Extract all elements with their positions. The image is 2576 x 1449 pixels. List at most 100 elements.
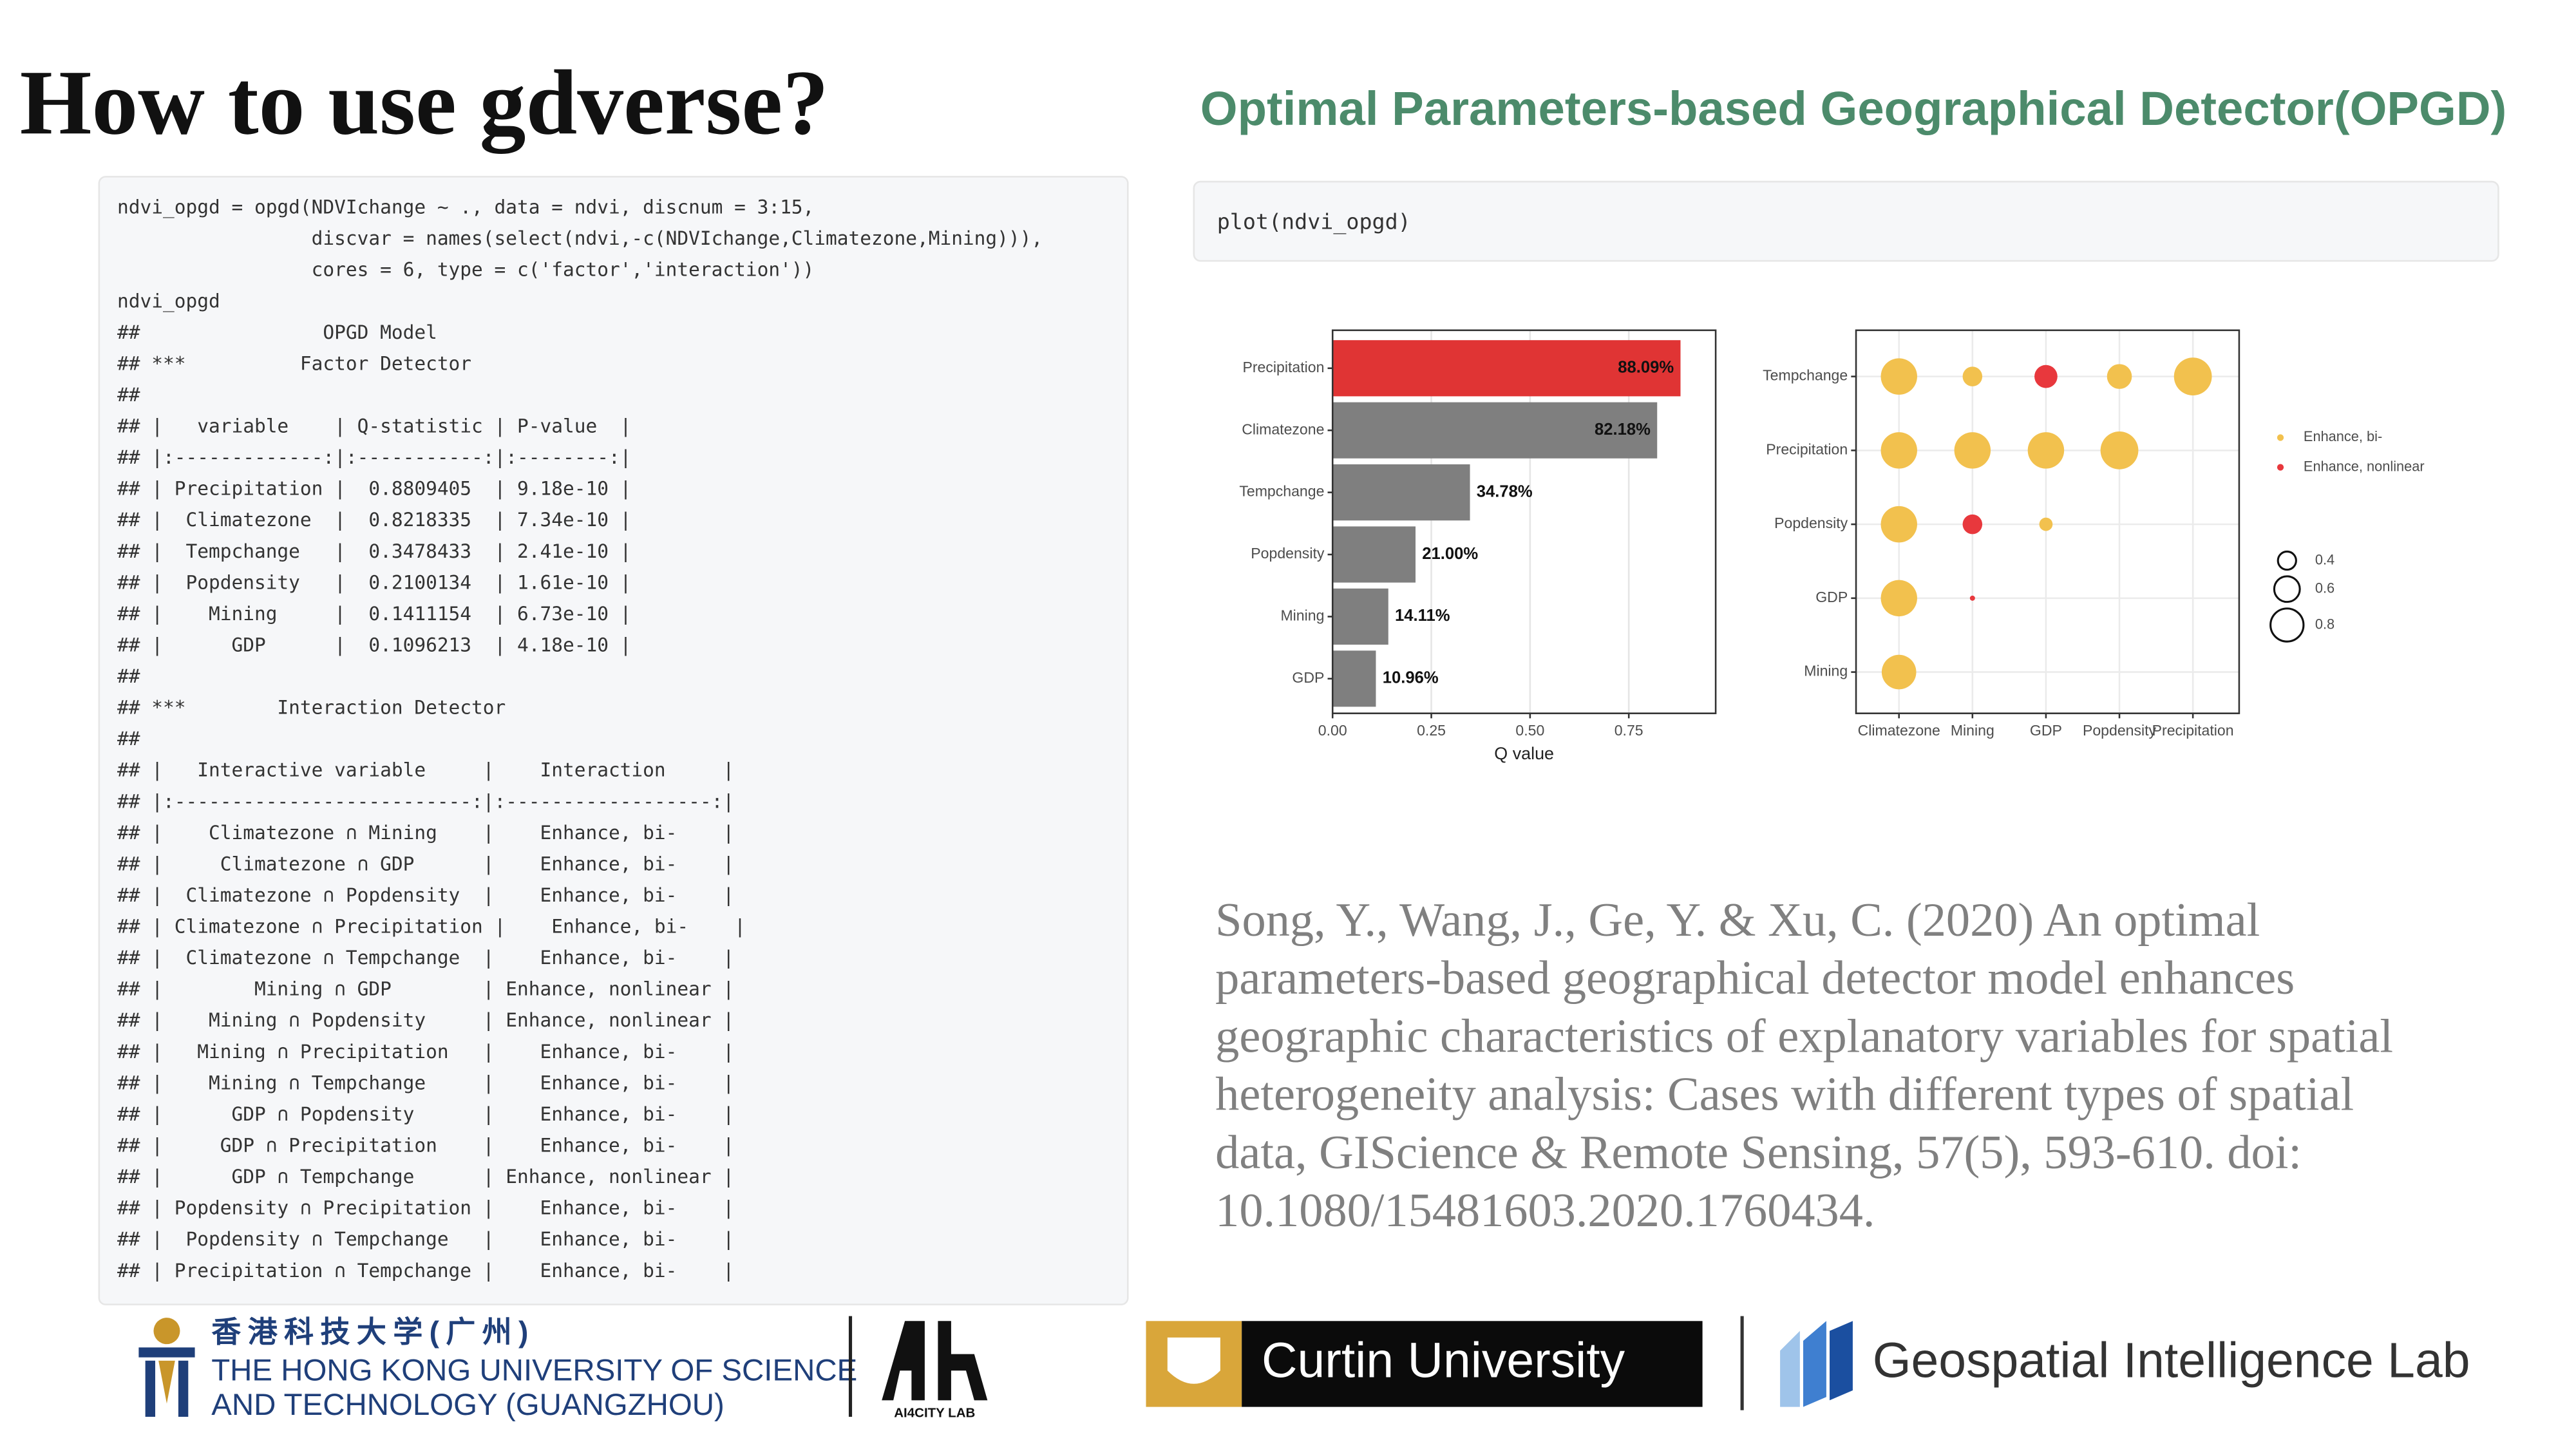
ai4city-logo <box>882 1321 988 1401</box>
code-line: ## | GDP | 0.1096213 | 4.18e-10 | <box>117 634 631 656</box>
data-label: 34.78% <box>1477 482 1533 500</box>
logo-text: Curtin University <box>1262 1332 1625 1388</box>
code-line: ## | Mining ∩ Precipitation | Enhance, b… <box>117 1041 734 1063</box>
y-tick-label: Tempchange <box>1763 367 1848 384</box>
code-line: ## | GDP ∩ Precipitation | Enhance, bi- … <box>117 1135 734 1157</box>
code-line: ## | Mining ∩ Popdensity | Enhance, nonl… <box>117 1009 734 1032</box>
bubble <box>2107 364 2132 389</box>
code-line: ## | Climatezone ∩ Precipitation | Enhan… <box>117 916 746 938</box>
y-tick-label: GDP <box>1815 589 1848 605</box>
bubble <box>2034 365 2058 388</box>
code-line: ## |:--------------------------:|:------… <box>117 790 734 813</box>
bar <box>1332 526 1416 583</box>
code-line: ## <box>117 384 140 406</box>
bubble <box>2039 517 2053 531</box>
code-line: ## | Precipitation | 0.8809405 | 9.18e-1… <box>117 478 631 500</box>
x-tick-label: 0.50 <box>1515 722 1544 739</box>
bar <box>1332 340 1681 397</box>
bar <box>1332 650 1376 707</box>
logo-text: 香港科技大学(广州) <box>211 1315 535 1349</box>
y-tick-label: Mining <box>1280 607 1324 624</box>
code-line: ## | Climatezone ∩ Mining | Enhance, bi-… <box>117 822 734 844</box>
code-line: cores = 6, type = c('factor','interactio… <box>117 259 814 281</box>
x-tick-label: GDP <box>2030 722 2062 739</box>
code-line: ## | Interactive variable | Interaction … <box>117 759 734 782</box>
bar-chart: 0.00 0.25 0.50 0.75 Precipitation 88.09% Clima… <box>1239 329 1717 763</box>
code-line: ## | Popdensity ∩ Tempchange | Enhance, … <box>117 1228 734 1251</box>
citation-line: Song, Y., Wang, J., Ge, Y. & Xu, C. (202… <box>1215 894 2260 947</box>
bubble <box>1880 432 1917 469</box>
code-line: plot(ndvi_opgd) <box>1217 209 1411 235</box>
code-line: ## |:-------------:|:-----------:|:-----… <box>117 446 631 469</box>
citation-line: data, GIScience & Remote Sensing, 57(5),… <box>1215 1126 2302 1179</box>
y-tick-label: Popdensity <box>1774 515 1848 531</box>
x-axis-title: Q value <box>1494 744 1554 763</box>
curtin-logo <box>1242 1321 1703 1407</box>
code-line: ## | Mining | 0.1411154 | 6.73e-10 | <box>117 603 631 625</box>
size-legend-key <box>2269 607 2305 643</box>
code-line: discvar = names(select(ndvi,-c(NDVIchang… <box>117 227 1043 249</box>
legend-label: 0.8 <box>2315 616 2334 632</box>
code-line: ## | GDP ∩ Popdensity | Enhance, bi- | <box>117 1103 734 1126</box>
code-line: ## | Popdensity | 0.2100134 | 1.61e-10 | <box>117 571 631 594</box>
bubble <box>1962 366 1983 386</box>
logo-text: AI4CITY LAB <box>894 1405 975 1420</box>
bubble <box>1969 595 1975 601</box>
bubble <box>2174 357 2212 396</box>
y-tick-label: Precipitation <box>1766 440 1848 457</box>
citation-line: parameters-based geographical detector m… <box>1215 952 2295 1005</box>
gil-logo <box>1780 1321 1853 1407</box>
citation-line: heterogeneity analysis: Cases with diffe… <box>1215 1068 2354 1121</box>
hkust-logo <box>138 1318 195 1417</box>
data-label: 88.09% <box>1618 359 1674 377</box>
logo-text: THE HONG KONG UNIVERSITY OF SCIENCE <box>211 1353 857 1387</box>
code-line: ndvi_opgd <box>117 290 220 312</box>
bubble-chart: Climatezone Mining GDP PopdensityPrecipitat… <box>1763 329 2425 739</box>
data-label: 21.00% <box>1422 545 1478 563</box>
code-line: ## | Mining ∩ Tempchange | Enhance, bi- … <box>117 1072 734 1094</box>
subtitle: Optimal Parameters-based Geographical De… <box>1200 82 2507 135</box>
legend-label: Enhance, bi- <box>2304 428 2382 444</box>
size-legend-key <box>2273 575 2301 603</box>
code-line: ## | Climatezone ∩ Tempchange | Enhance,… <box>117 947 734 969</box>
citation: Song, Y., Wang, J., Ge, Y. & Xu, C. (202… <box>1215 894 2393 1237</box>
code-line: ## | Climatezone ∩ Popdensity | Enhance,… <box>117 884 734 907</box>
code-line: ## <box>117 665 140 687</box>
bar <box>1332 402 1658 459</box>
code-box <box>1193 180 2499 262</box>
code-line: ## <box>117 728 140 750</box>
bubble <box>1954 432 1991 469</box>
data-label: 14.11% <box>1395 607 1450 625</box>
x-tick-label: Mining <box>1951 722 1994 739</box>
x-tick-label: 0.75 <box>1615 722 1643 739</box>
code-line: ## *** Interaction Detector <box>117 697 506 719</box>
legend-key <box>2277 464 2284 471</box>
citation-line: 10.1080/15481603.2020.1760434. <box>1215 1184 1875 1237</box>
citation-line: geographic characteristics of explanator… <box>1215 1010 2393 1063</box>
code-box <box>98 176 1129 1305</box>
bubble <box>2027 432 2065 469</box>
logo-text: Geospatial Intelligence Lab <box>1873 1332 2470 1388</box>
legend-label: Enhance, nonlinear <box>2304 458 2425 474</box>
x-tick-label: Precipitation <box>2152 722 2234 739</box>
bubble <box>2100 431 2139 469</box>
logo-text: AND TECHNOLOGY (GUANGZHOU) <box>211 1388 724 1422</box>
bar <box>1332 588 1388 645</box>
x-tick-label: 0.00 <box>1318 722 1347 739</box>
bubble <box>1881 654 1917 690</box>
y-tick-label: Mining <box>1804 663 1848 679</box>
curtin-logo <box>1167 1337 1220 1384</box>
code-line: ## | Tempchange | 0.3478433 | 2.41e-10 | <box>117 540 631 563</box>
x-tick-label: Climatezone <box>1858 722 1940 739</box>
data-label: 82.18% <box>1595 421 1651 439</box>
y-tick-label: Precipitation <box>1242 359 1324 375</box>
x-tick-label: Popdensity <box>2083 722 2157 739</box>
y-tick-label: Climatezone <box>1242 421 1324 437</box>
code-line: ## *** Factor Detector <box>117 352 471 374</box>
plot-border <box>1331 329 1717 714</box>
code-line: ## OPGD Model <box>117 321 437 343</box>
x-tick-label: 0.25 <box>1417 722 1446 739</box>
legend-label: 0.6 <box>2315 580 2334 596</box>
code-line: ## | variable | Q-statistic | P-value | <box>117 415 631 438</box>
